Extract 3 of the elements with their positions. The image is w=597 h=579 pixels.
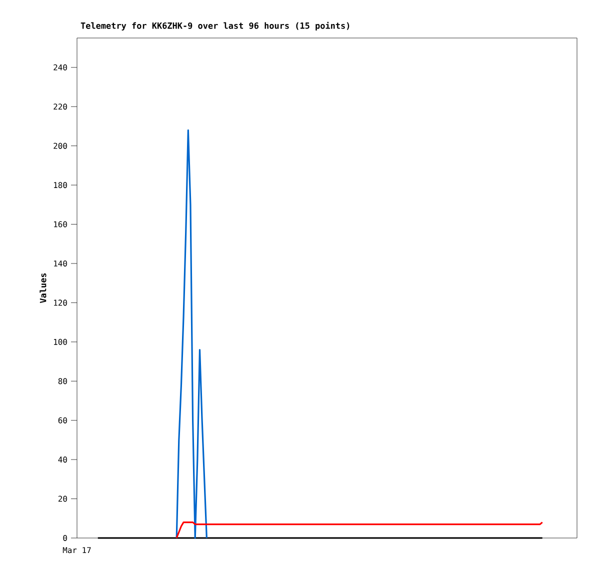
chart-title: Telemetry for KK6ZHK-9 over last 96 hours (15 points) [80,22,350,30]
line-series [176,129,208,539]
y-axis-title: Values [40,273,46,304]
